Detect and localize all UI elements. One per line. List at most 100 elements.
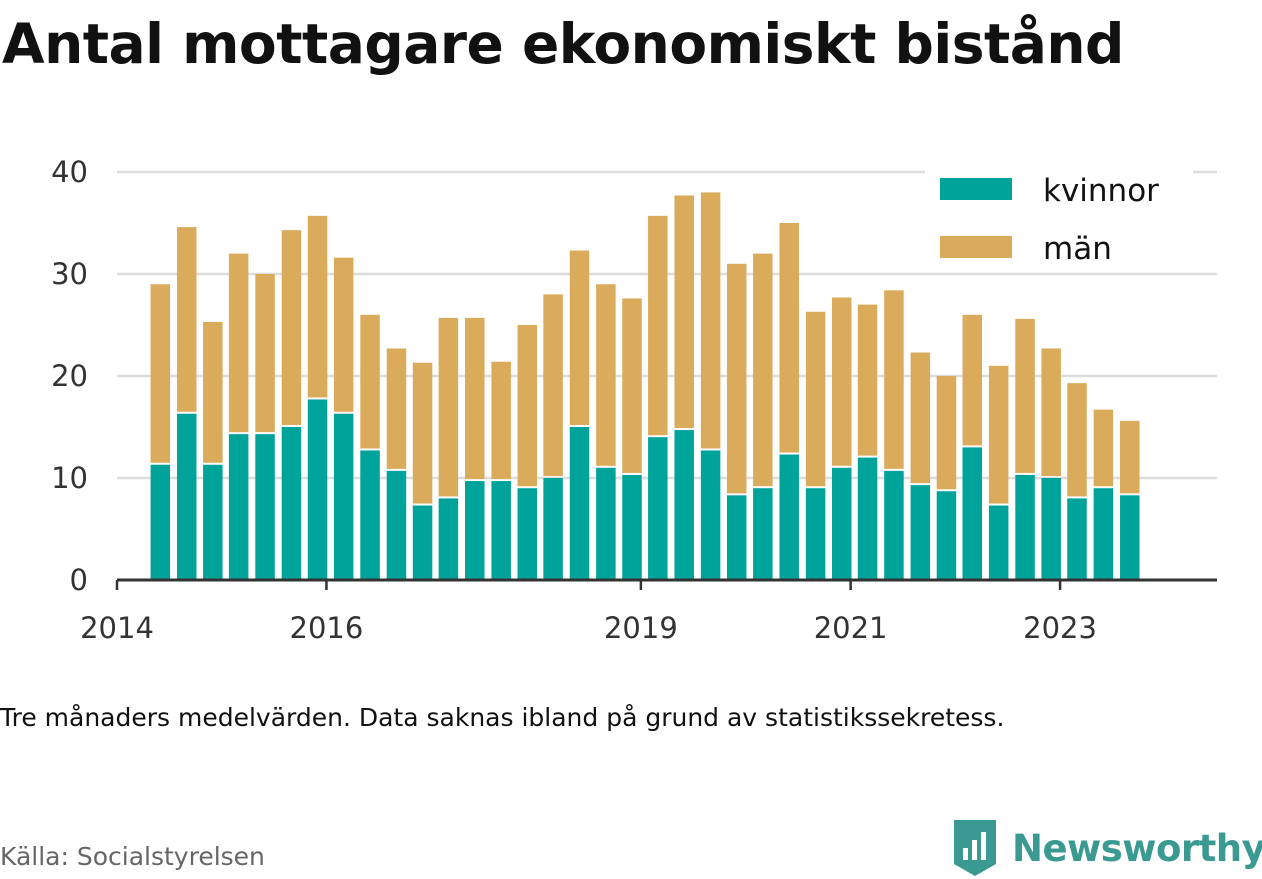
stacked-bar-chart: 0 10 20 30 40 2014 2016 2019 2021 2023 kvinnor m… <box>51 155 1217 645</box>
legend-swatch-kvinnor <box>940 178 1012 200</box>
bar-man <box>438 317 459 497</box>
bar-kvinnor <box>465 481 485 580</box>
bar-kvinnor <box>517 488 538 580</box>
bar-kvinnor <box>596 467 616 580</box>
bar-kvinnor <box>203 464 223 580</box>
bar-kvinnor <box>255 434 275 580</box>
legend-swatch-man <box>940 236 1012 258</box>
bar-man <box>150 284 171 463</box>
bar-man <box>333 257 354 412</box>
legend-label-kvinnor: kvinnor <box>1043 173 1159 209</box>
bar-man <box>386 348 407 469</box>
brand-name: Newsworthy <box>1012 826 1262 870</box>
x-axis-ticks: 2014 2016 2019 2021 2023 <box>80 580 1097 645</box>
bar-kvinnor <box>674 430 694 580</box>
bar-man <box>674 195 694 429</box>
bar-man <box>831 297 852 466</box>
bar-kvinnor <box>622 474 642 580</box>
bar-man <box>255 274 275 433</box>
bar-man <box>857 304 878 456</box>
x-tick-label: 2014 <box>80 611 154 645</box>
newsworthy-logo-icon <box>954 820 996 876</box>
bar-man <box>648 215 668 436</box>
bar-kvinnor <box>307 399 328 580</box>
bar-man <box>176 227 197 412</box>
bar-man <box>726 263 747 494</box>
source-label: Källa: Socialstyrelsen <box>0 842 265 871</box>
bar-kvinnor <box>1041 478 1061 580</box>
bar-man <box>491 361 511 480</box>
bar-kvinnor <box>988 505 1009 580</box>
bar-kvinnor <box>491 481 511 580</box>
brand-logo: Newsworthy <box>950 817 1262 879</box>
y-axis-ticks: 0 10 20 30 40 <box>51 155 88 597</box>
x-tick-label: 2016 <box>290 611 364 645</box>
x-tick-label: 2023 <box>1023 611 1097 645</box>
bar-man <box>910 352 931 484</box>
bar-kvinnor <box>150 464 171 580</box>
y-tick-label: 30 <box>51 257 88 291</box>
bar-man <box>203 321 223 463</box>
bar-kvinnor <box>648 437 668 580</box>
bar-kvinnor <box>962 447 983 580</box>
bar-kvinnor <box>386 470 407 580</box>
bar-kvinnor <box>1093 488 1114 580</box>
bar-man <box>1120 420 1140 494</box>
bar-man <box>988 365 1009 504</box>
bar-man <box>962 314 983 446</box>
bar-kvinnor <box>884 470 904 580</box>
bar-man <box>1093 409 1114 487</box>
legend-label-man: män <box>1043 231 1112 267</box>
bar-kvinnor <box>281 427 302 580</box>
bar-kvinnor <box>726 495 747 580</box>
chart-title: Antal mottagare ekonomiskt bistånd <box>2 12 1124 76</box>
bar-man <box>307 215 328 398</box>
bar-man <box>884 290 904 469</box>
bar-kvinnor <box>228 434 249 580</box>
x-tick-label: 2021 <box>814 611 888 645</box>
bar-man <box>412 362 433 504</box>
bar-man <box>1041 348 1061 476</box>
bars <box>150 192 1140 580</box>
bar-kvinnor <box>857 457 878 580</box>
bar-kvinnor <box>360 450 380 580</box>
bar-kvinnor <box>700 450 721 580</box>
bar-man <box>465 317 485 480</box>
bar-man <box>1015 318 1035 473</box>
bar-man <box>569 250 590 425</box>
bar-kvinnor <box>910 485 931 580</box>
bar-kvinnor <box>1067 498 1087 580</box>
legend: kvinnor män <box>925 162 1193 272</box>
bar-man <box>543 294 563 476</box>
bar-man <box>596 284 616 466</box>
bar-kvinnor <box>438 498 459 580</box>
chart-note: Tre månaders medelvärden. Data saknas ib… <box>0 703 1005 732</box>
bar-kvinnor <box>412 505 433 580</box>
bar-man <box>700 192 721 449</box>
bar-man <box>228 253 249 433</box>
bar-kvinnor <box>176 413 197 580</box>
y-tick-label: 40 <box>51 155 88 189</box>
bar-kvinnor <box>1015 474 1035 580</box>
bar-man <box>779 223 799 453</box>
y-tick-label: 20 <box>51 359 88 393</box>
bar-kvinnor <box>831 467 852 580</box>
bar-man <box>805 311 826 487</box>
y-tick-label: 0 <box>70 563 88 597</box>
bar-kvinnor <box>936 491 957 580</box>
x-tick-label: 2019 <box>604 611 678 645</box>
bar-kvinnor <box>569 427 590 580</box>
bar-man <box>1067 383 1087 497</box>
bar-kvinnor <box>543 478 563 580</box>
bar-kvinnor <box>805 488 826 580</box>
bar-man <box>622 298 642 473</box>
bar-man <box>281 230 302 425</box>
bar-man <box>936 376 957 490</box>
y-tick-label: 10 <box>51 461 88 495</box>
bar-kvinnor <box>333 413 354 580</box>
bar-man <box>753 253 773 487</box>
bar-kvinnor <box>779 454 799 580</box>
bar-kvinnor <box>753 488 773 580</box>
bar-man <box>360 314 380 449</box>
bar-man <box>517 325 538 487</box>
